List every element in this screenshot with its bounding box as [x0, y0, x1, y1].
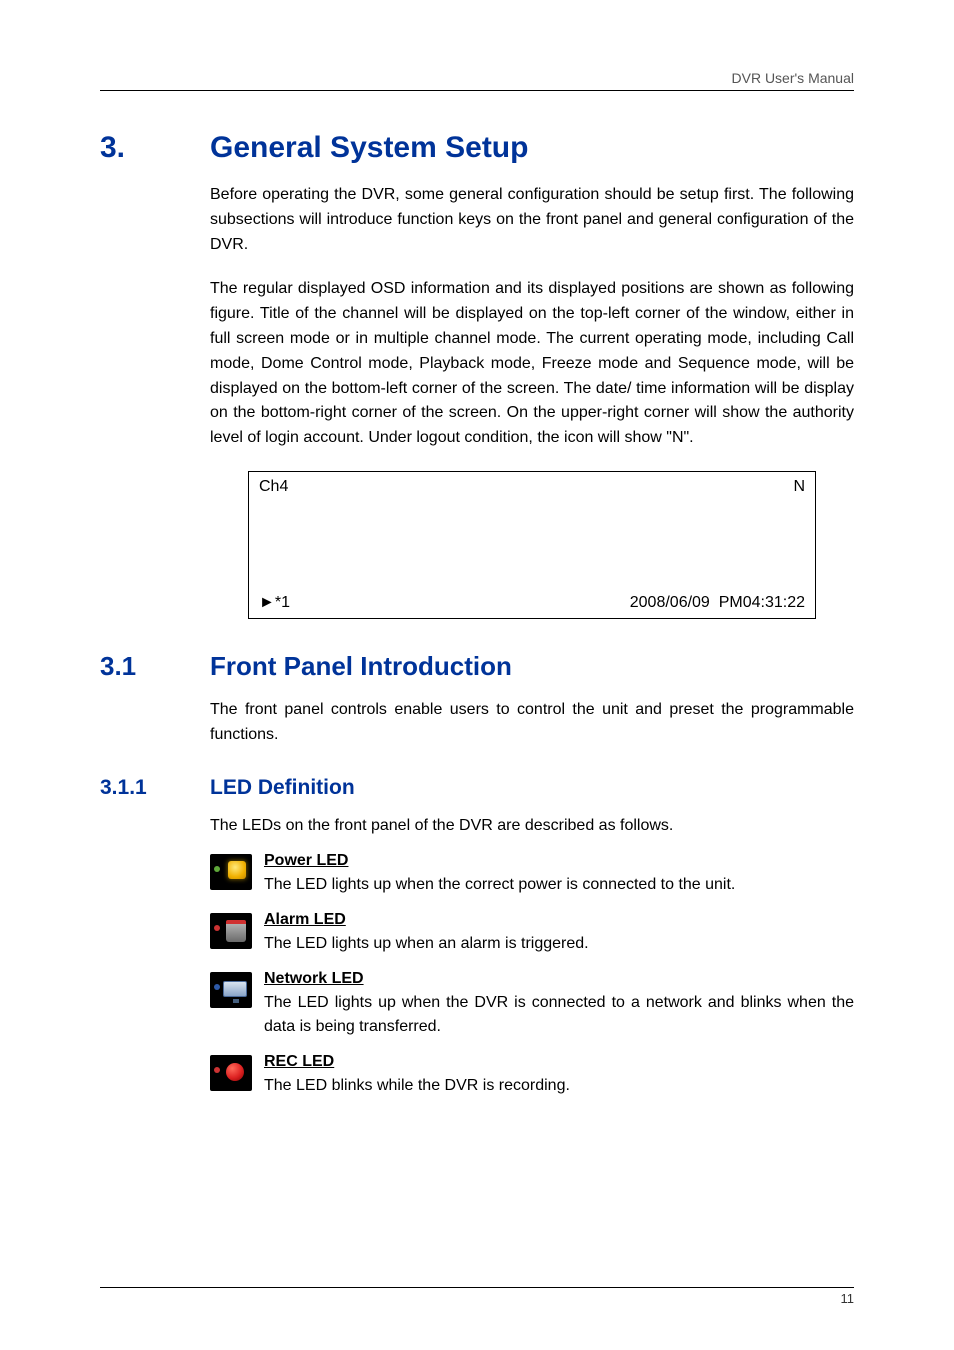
led-item-rec: REC LED The LED blinks while the DVR is … [210, 1053, 854, 1098]
osd-datetime: 2008/06/09 PM04:31:22 [630, 594, 805, 612]
osd-example-box: Ch4 N ►*1 2008/06/09 PM04:31:22 [248, 471, 816, 619]
header-rule [100, 90, 854, 91]
network-led-desc: The LED lights up when the DVR is connec… [264, 991, 854, 1039]
osd-channel-title: Ch4 [259, 478, 288, 496]
section-3-number: 3. [100, 131, 210, 165]
page-footer: 11 [100, 1287, 854, 1306]
footer-rule [100, 1287, 854, 1288]
page-header-text: DVR User's Manual [100, 70, 854, 90]
section-3-paragraph-2: The regular displayed OSD information an… [210, 277, 854, 451]
section-3-1-body: The front panel controls enable users to… [210, 698, 854, 748]
section-3-1-number: 3.1 [100, 651, 210, 682]
osd-bottom-row: ►*1 2008/06/09 PM04:31:22 [259, 594, 805, 612]
section-3-body: Before operating the DVR, some general c… [210, 183, 854, 619]
section-3-1-1-number: 3.1.1 [100, 776, 210, 800]
led-definition-list: Power LED The LED lights up when the cor… [210, 852, 854, 1098]
alarm-led-desc: The LED lights up when an alarm is trigg… [264, 932, 854, 956]
network-led-text: Network LED The LED lights up when the D… [264, 970, 854, 1039]
section-3-1-paragraph-1: The front panel controls enable users to… [210, 698, 854, 748]
led-item-power: Power LED The LED lights up when the cor… [210, 852, 854, 897]
osd-top-row: Ch4 N [259, 478, 805, 496]
alarm-led-text: Alarm LED The LED lights up when an alar… [264, 911, 854, 956]
power-led-desc: The LED lights up when the correct power… [264, 873, 854, 897]
section-3-heading: 3. General System Setup [100, 131, 854, 165]
section-3-1-1-title: LED Definition [210, 776, 355, 800]
alarm-led-icon [210, 913, 252, 949]
rec-led-desc: The LED blinks while the DVR is recordin… [264, 1074, 854, 1098]
rec-led-title: REC LED [264, 1053, 854, 1071]
section-3-1-heading: 3.1 Front Panel Introduction [100, 651, 854, 682]
rec-led-icon [210, 1055, 252, 1091]
section-3-1-1-body: The LEDs on the front panel of the DVR a… [210, 814, 854, 1099]
network-led-icon [210, 972, 252, 1008]
section-3-1-1-heading: 3.1.1 LED Definition [100, 776, 854, 800]
rec-led-text: REC LED The LED blinks while the DVR is … [264, 1053, 854, 1098]
section-3-paragraph-1: Before operating the DVR, some general c… [210, 183, 854, 257]
power-led-icon [210, 854, 252, 890]
network-led-title: Network LED [264, 970, 854, 988]
osd-date: 2008/06/09 [630, 594, 710, 611]
page-number: 11 [100, 1291, 854, 1306]
section-3-1-title: Front Panel Introduction [210, 651, 512, 682]
section-3-1-1-paragraph-1: The LEDs on the front panel of the DVR a… [210, 814, 854, 839]
osd-mode-indicator: ►*1 [259, 594, 290, 612]
led-item-alarm: Alarm LED The LED lights up when an alar… [210, 911, 854, 956]
alarm-led-title: Alarm LED [264, 911, 854, 929]
osd-time: PM04:31:22 [719, 594, 805, 611]
led-item-network: Network LED The LED lights up when the D… [210, 970, 854, 1039]
manual-page: DVR User's Manual 3. General System Setu… [0, 0, 954, 1350]
power-led-text: Power LED The LED lights up when the cor… [264, 852, 854, 897]
osd-auth-level: N [793, 478, 805, 496]
section-3-title: General System Setup [210, 131, 528, 165]
power-led-title: Power LED [264, 852, 854, 870]
